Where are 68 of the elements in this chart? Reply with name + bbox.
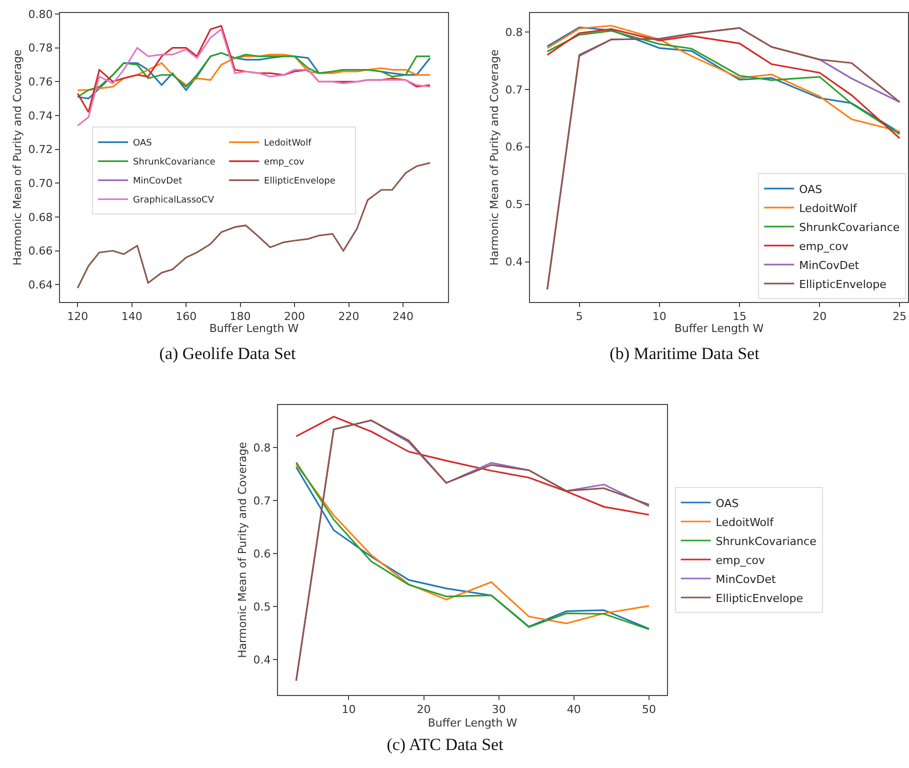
y-tick-label: 0.78 — [28, 42, 53, 55]
line-series — [76, 28, 431, 126]
line-series — [76, 54, 431, 91]
x-tick-label: 40 — [566, 703, 581, 716]
y-tick-label: 0.8 — [253, 441, 271, 454]
y-tick-label: 0.8 — [505, 26, 523, 39]
legend-label: LedoitWolf — [716, 516, 775, 529]
y-tick-label: 0.7 — [505, 83, 523, 96]
legend-label: ShrunkCovariance — [799, 220, 900, 234]
y-tick-label: 0.5 — [505, 198, 523, 212]
x-tick-label: 120 — [67, 310, 88, 324]
y-tick-label: 0.74 — [28, 109, 53, 122]
y-tick-label: 0.7 — [253, 494, 271, 508]
y-tick-label: 0.5 — [253, 600, 271, 614]
x-tick-label: 240 — [392, 310, 414, 324]
text: (a) Geolife Data Set — [158, 344, 297, 364]
y-axis-title: Harmonic Mean of Purity and Coverage — [10, 49, 24, 266]
y-axis-title: Harmonic Mean of Purity and Coverage — [488, 49, 501, 266]
y-tick-label: 0.68 — [28, 210, 53, 224]
y-tick-label: 0.4 — [253, 653, 271, 666]
legend-label: LedoitWolf — [799, 202, 858, 215]
x-axis-title: Buffer Length W — [674, 322, 764, 335]
x-tick-label: 220 — [338, 310, 360, 324]
y-tick-label: 0.70 — [28, 176, 53, 190]
legend-label: emp_cov — [264, 158, 306, 168]
legend-label: LedoitWolf — [264, 138, 312, 149]
x-tick-label: 200 — [284, 310, 306, 324]
legend-label: MinCovDet — [716, 572, 776, 586]
x-axis-title: Buffer Length W — [209, 322, 299, 335]
legend-label: ShrunkCovariance — [716, 534, 817, 548]
x-tick-label: 10 — [342, 703, 356, 716]
x-tick-label: 15 — [732, 310, 746, 324]
y-tick-label: 0.80 — [28, 8, 53, 21]
legend-label: emp_cov — [799, 240, 849, 253]
y-tick-label: 0.66 — [28, 244, 53, 258]
line-series — [295, 416, 650, 516]
y-axis-title: Harmonic Mean of Purity and Coverage — [236, 442, 249, 658]
x-tick-label: 25 — [892, 310, 907, 324]
x-tick-label: 140 — [121, 310, 142, 324]
text: (b) Maritime Data Set — [608, 344, 760, 364]
x-tick-label: 180 — [230, 310, 251, 324]
x-tick-label: 10 — [652, 310, 666, 324]
x-tick-label: 5 — [576, 310, 583, 324]
y-tick-label: 0.76 — [28, 76, 53, 89]
x-tick-label: 30 — [492, 703, 506, 716]
y-tick-label: 0.4 — [505, 256, 523, 269]
legend-label: ShrunkCovariance — [133, 158, 216, 168]
y-tick-label: 0.64 — [28, 278, 53, 292]
legend-label: MinCovDet — [133, 176, 183, 187]
legend-label: MinCovDet — [799, 258, 860, 272]
legend-label: emp_cov — [716, 554, 766, 567]
legend-label: GraphicalLassoCV — [133, 196, 215, 206]
line-series — [546, 27, 900, 290]
x-tick-label: 20 — [812, 310, 827, 324]
text: (c) ATC Data Set — [386, 735, 504, 755]
legend-label: OAS — [133, 138, 152, 149]
x-axis-title: Buffer Length W — [428, 716, 518, 730]
x-tick-label: 20 — [416, 703, 431, 716]
x-tick-label: 50 — [642, 703, 656, 716]
legend-label: EllipticEnvelope — [716, 592, 804, 605]
legend-label: EllipticEnvelope — [799, 278, 887, 291]
legend-label: OAS — [799, 182, 822, 196]
x-tick-label: 160 — [176, 310, 197, 324]
y-tick-label: 0.72 — [28, 143, 53, 156]
y-tick-label: 0.6 — [505, 140, 523, 154]
y-tick-label: 0.6 — [253, 547, 271, 560]
legend-label: OAS — [716, 496, 739, 510]
legend-label: EllipticEnvelope — [264, 176, 336, 187]
